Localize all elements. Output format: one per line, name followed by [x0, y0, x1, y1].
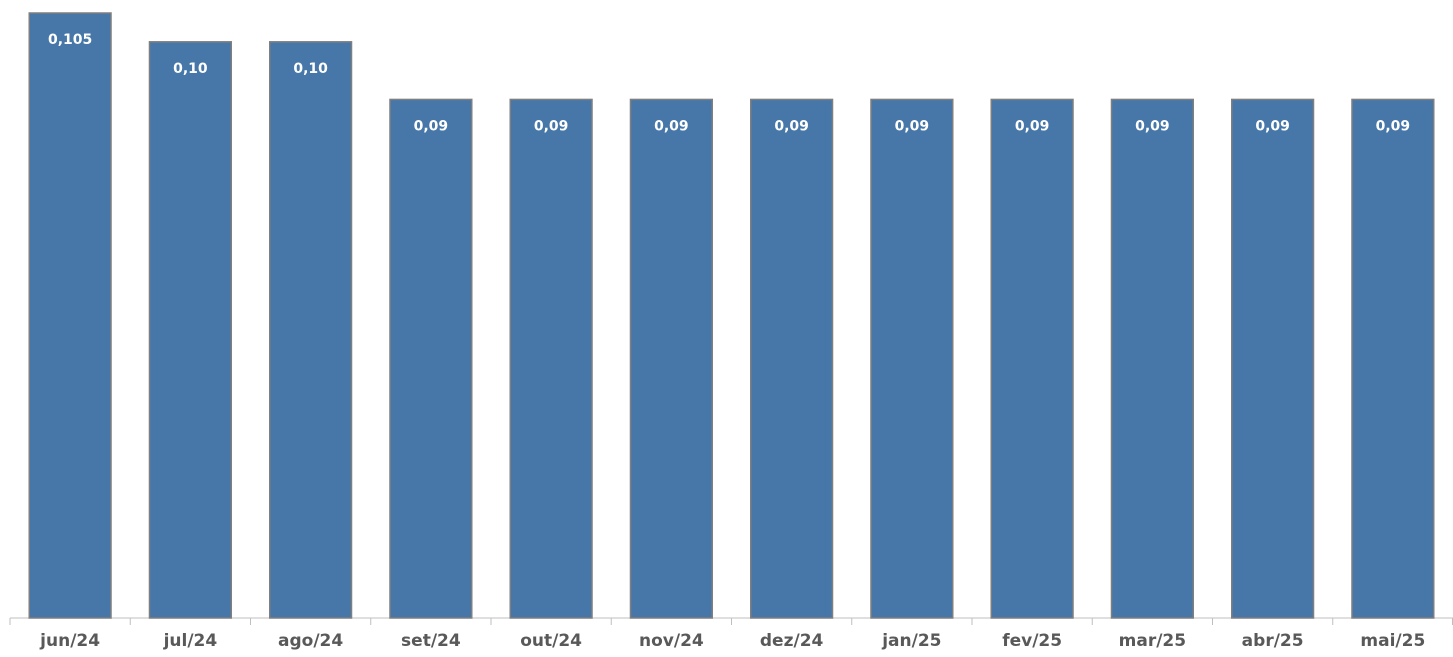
value-label: 0,09 — [1135, 118, 1170, 134]
value-label: 0,09 — [774, 118, 809, 134]
value-label: 0,09 — [1376, 118, 1411, 134]
x-tick-label: ago/24 — [278, 631, 343, 651]
value-label: 0,09 — [895, 118, 930, 134]
bar — [509, 98, 593, 619]
bar — [268, 41, 353, 619]
value-label: 0,09 — [534, 118, 569, 134]
x-tick-label: mai/25 — [1360, 631, 1425, 651]
value-label: 0,10 — [173, 61, 208, 77]
bar — [990, 98, 1074, 619]
bar — [629, 98, 714, 619]
x-tick-label: out/24 — [520, 631, 582, 651]
x-tick-label: abr/25 — [1242, 631, 1304, 651]
bar — [148, 41, 233, 619]
value-label: 0,105 — [48, 32, 92, 48]
value-label: 0,09 — [1015, 118, 1050, 134]
bar — [1351, 98, 1435, 619]
x-tick-label: set/24 — [401, 631, 461, 651]
value-label: 0,10 — [293, 61, 328, 77]
bar — [389, 98, 473, 619]
bar — [28, 12, 112, 619]
bar — [1230, 98, 1315, 619]
x-tick-label: jan/25 — [881, 631, 941, 651]
bar — [749, 98, 834, 619]
bar — [870, 98, 954, 619]
bar — [1110, 98, 1195, 619]
x-tick-label: mar/25 — [1119, 631, 1186, 651]
x-tick-label: fev/25 — [1002, 631, 1062, 651]
value-label: 0,09 — [654, 118, 689, 134]
x-tick-label: dez/24 — [760, 631, 824, 651]
x-tick-label: jul/24 — [163, 631, 218, 651]
x-tick-label: nov/24 — [639, 631, 704, 651]
value-label: 0,09 — [414, 118, 449, 134]
value-label: 0,09 — [1255, 118, 1290, 134]
x-tick-label: jun/24 — [39, 631, 100, 651]
